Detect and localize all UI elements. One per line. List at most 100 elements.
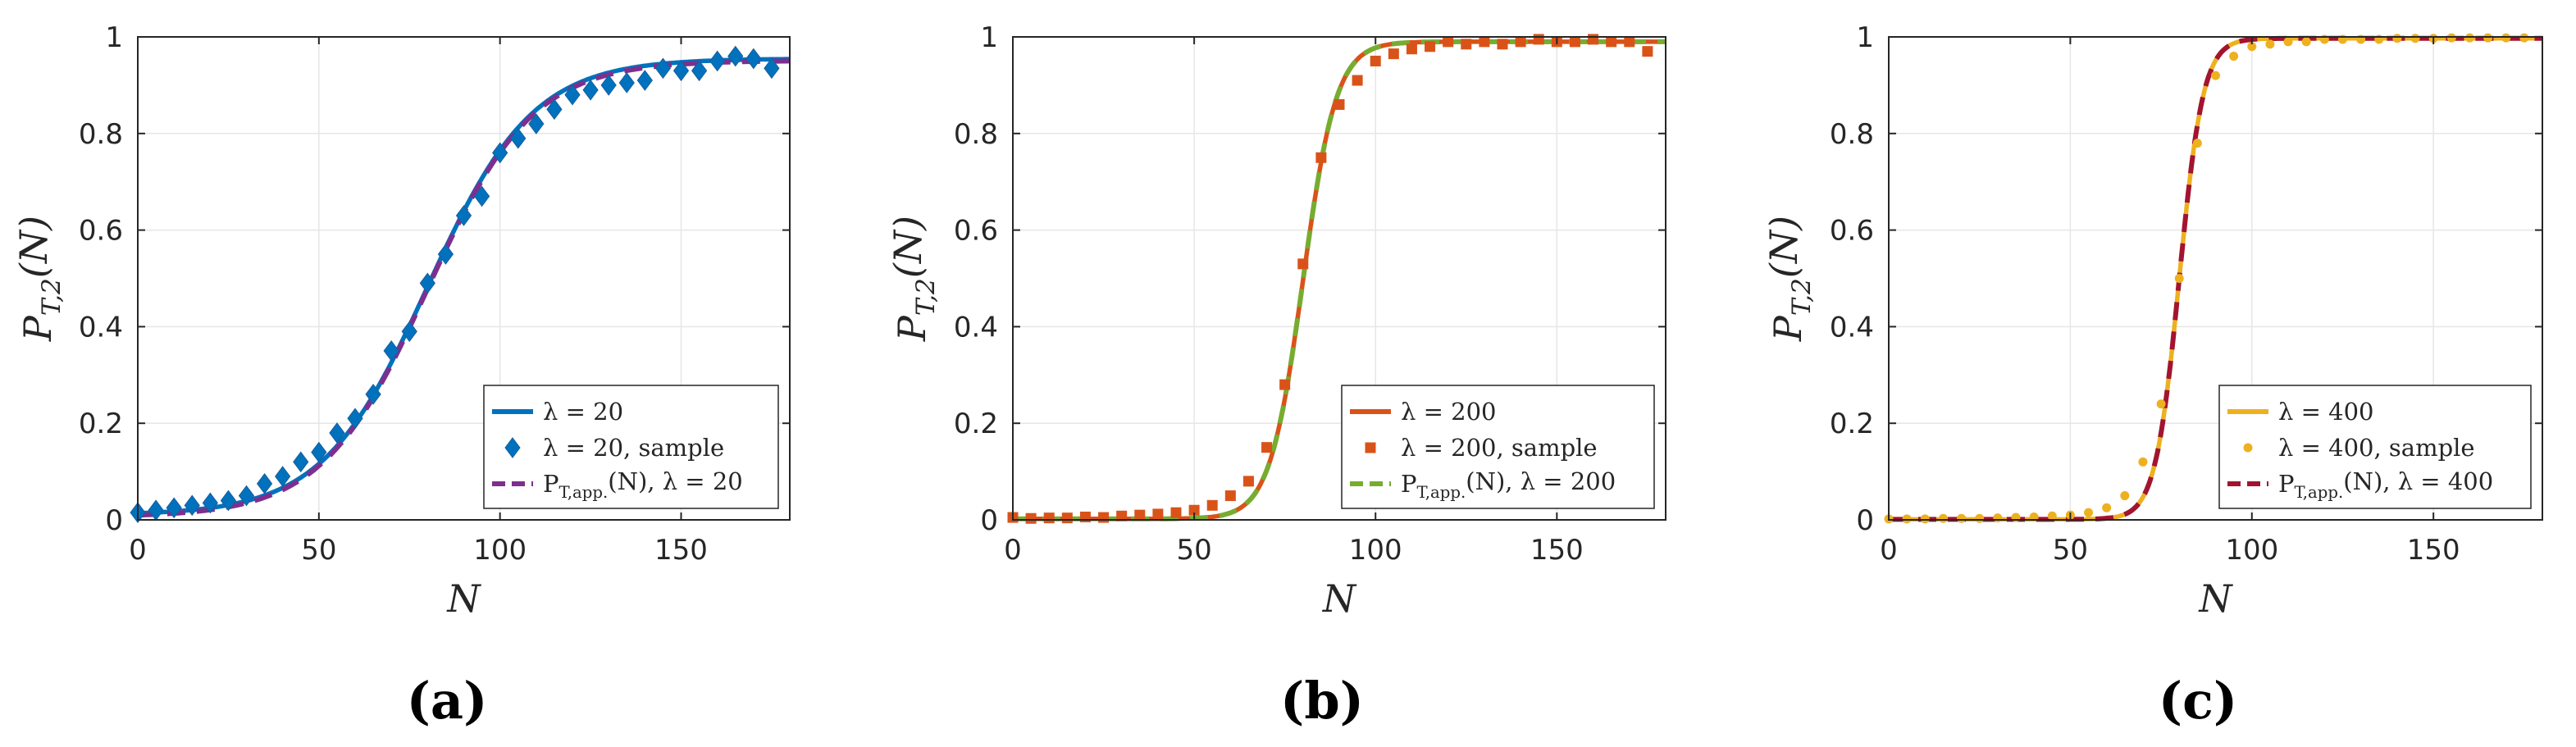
y-tick-label: 0.2	[954, 408, 998, 440]
sample-point	[1134, 509, 1146, 521]
y-axis-title: PT,2(N)	[886, 216, 941, 342]
sample-point	[1170, 507, 1182, 518]
sample-point	[2156, 399, 2166, 409]
axes-box	[137, 36, 791, 521]
sample-point	[2392, 34, 2402, 43]
legend-swatch	[504, 437, 521, 458]
sample-point	[1098, 512, 1110, 523]
sample-point	[2301, 37, 2311, 47]
sample-point	[365, 384, 381, 405]
sample-point	[727, 45, 744, 67]
sample-point	[2265, 39, 2275, 49]
x-tick-label: 150	[654, 534, 708, 567]
sample-point	[1902, 514, 1912, 524]
y-axis-title: PT,2(N)	[11, 216, 66, 342]
y-tick-label: 0.4	[954, 311, 998, 344]
legend: λ = 400 λ = 400, sample PT,app.(N), λ = 40…	[2218, 385, 2532, 509]
y-axis-title-sub: T,2	[911, 278, 941, 316]
sample-point	[1152, 508, 1164, 520]
sample-point	[238, 485, 255, 507]
sample-point	[2174, 274, 2184, 283]
y-axis-title: PT,2(N)	[1762, 216, 1817, 342]
y-tick-label: 1	[1856, 21, 1874, 54]
sample-point	[1297, 258, 1309, 270]
sample-point	[618, 72, 635, 93]
legend-label: λ = 20	[543, 398, 623, 426]
sample-point	[2247, 42, 2257, 52]
sample-point	[672, 60, 690, 82]
sample-point	[1370, 55, 1381, 66]
legend-label-main: P	[543, 470, 559, 498]
sample-point	[1315, 152, 1327, 163]
panel-label: (c)	[2159, 671, 2237, 731]
x-tick-label: 100	[473, 534, 527, 567]
sample-point	[764, 57, 780, 80]
sample-point	[600, 75, 617, 96]
sample-point	[1606, 36, 1617, 48]
y-tick-label: 0.4	[1830, 311, 1874, 344]
sample-point	[2211, 71, 2220, 80]
sample-point	[383, 340, 399, 362]
sample-point	[2519, 33, 2529, 43]
sample-point	[1443, 36, 1454, 48]
sample-point	[2120, 491, 2130, 501]
sample-point	[1043, 512, 1055, 524]
sample-point	[709, 50, 726, 72]
x-axis-title: N	[1322, 576, 1357, 621]
sample-point	[437, 244, 454, 265]
x-tick-label: 100	[2225, 534, 2278, 567]
sample-point	[1025, 512, 1037, 524]
y-tick-label: 0.6	[1830, 215, 1874, 248]
sample-point	[1261, 442, 1273, 453]
axes-box	[1888, 36, 2543, 521]
y-tick-label: 0.6	[79, 215, 123, 248]
sample-point	[1352, 75, 1363, 86]
panel-label: (a)	[407, 671, 488, 731]
legend-label: λ = 20, sample	[543, 434, 724, 462]
sample-point	[492, 142, 508, 164]
y-tick-label: 0.2	[79, 408, 123, 440]
y-axis-title-group: PT,2(N)	[886, 216, 941, 342]
sample-point	[2229, 52, 2239, 61]
sample-point	[2464, 33, 2474, 43]
legend-box	[2218, 385, 2532, 509]
sample-point	[1461, 39, 1472, 50]
x-tick-label: 50	[1176, 534, 1211, 567]
sample-point	[2283, 37, 2293, 47]
legend-label-sub: T,app.	[559, 483, 609, 502]
sample-point	[1569, 36, 1580, 48]
sample-point	[1975, 513, 1985, 523]
sample-point	[1515, 36, 1526, 48]
y-tick-label: 0.2	[1830, 408, 1874, 440]
sample-point	[2501, 33, 2511, 43]
sample-point	[1388, 48, 1399, 60]
sample-point	[2102, 503, 2112, 512]
sample-point	[1206, 499, 1218, 511]
sample-point	[256, 472, 273, 494]
sample-point	[1642, 46, 1653, 57]
legend: λ = 200 λ = 200, sample PT,app.(N), λ = 20…	[1341, 385, 1655, 509]
legend-label: λ = 200	[1401, 398, 1496, 426]
legend: λ = 20 λ = 20, sample PT,app.(N), λ = 20	[483, 385, 779, 509]
x-tick-label: 150	[2407, 534, 2460, 567]
sample-point	[1406, 43, 1417, 55]
y-axis-title-tail: (N)	[1762, 216, 1806, 278]
legend-label-sub: T,app.	[2295, 483, 2344, 502]
y-axis-title-group: PT,2(N)	[11, 216, 66, 342]
y-tick-label: 0.8	[954, 118, 998, 151]
sample-point	[166, 497, 182, 519]
y-tick-label: 0.8	[1830, 118, 1874, 151]
sample-point	[1116, 510, 1128, 522]
axes-box	[1012, 36, 1666, 521]
x-tick-label: 100	[1349, 534, 1402, 567]
sample-point	[1061, 512, 1073, 524]
sample-point	[2084, 508, 2094, 517]
sample-point	[1588, 34, 1599, 45]
x-tick-label: 50	[2053, 534, 2088, 567]
legend-label-tail: (N), λ = 20	[608, 467, 742, 495]
y-tick-label: 0.6	[954, 215, 998, 248]
legend-box	[1341, 385, 1655, 509]
sample-point	[691, 60, 708, 82]
